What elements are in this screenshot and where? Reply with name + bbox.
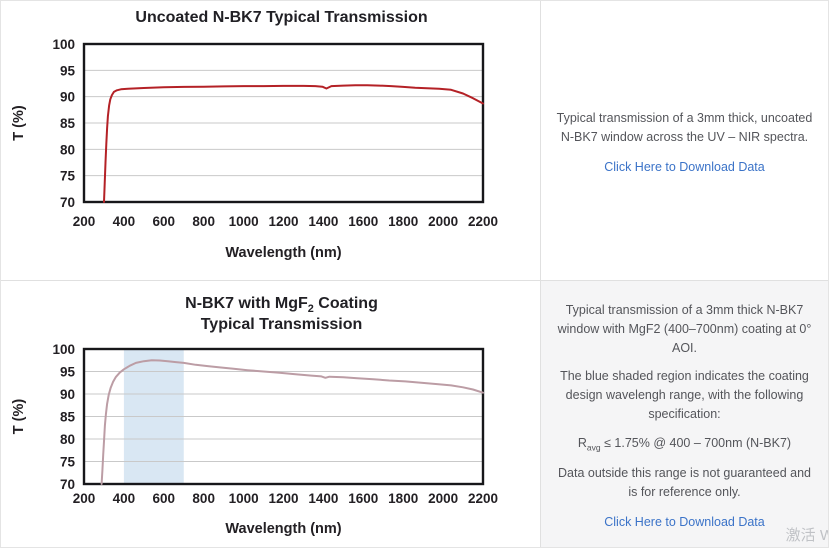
x-tick-label: 1200 xyxy=(268,214,298,229)
x-tick-label: 1600 xyxy=(348,491,378,506)
x-tick-label: 800 xyxy=(192,491,215,506)
x-tick-label: 200 xyxy=(73,214,96,229)
x-axis-title: Wavelength (nm) xyxy=(225,245,341,261)
y-tick-label: 100 xyxy=(52,342,75,357)
coating-spec-text: Ravg ≤ 1.75% @ 400 – 700nm (N-BK7) xyxy=(577,435,792,453)
x-tick-label: 1400 xyxy=(308,491,338,506)
x-tick-label: 2200 xyxy=(468,214,498,229)
x-tick-label: 400 xyxy=(113,491,136,506)
x-tick-label: 1000 xyxy=(229,214,259,229)
y-tick-label: 70 xyxy=(60,477,75,492)
uncoated-chart-panel: Uncoated N-BK7 Typical Transmission 70 75… xyxy=(1,1,541,281)
y-axis-title: T (%) xyxy=(11,105,27,141)
coated-chart-title-line2: Typical Transmission xyxy=(200,316,363,334)
x-tick-label: 200 xyxy=(73,491,96,506)
x-tick-label: 1400 xyxy=(308,214,338,229)
y-tick-label: 95 xyxy=(60,364,76,379)
y-tick-label: 70 xyxy=(60,195,75,210)
coated-description-text: Typical transmission of a 3mm thick N-BK… xyxy=(557,303,812,355)
uncoated-download-link[interactable]: Click Here to Download Data xyxy=(604,160,765,175)
x-tick-label: 2200 xyxy=(468,491,498,506)
plot-border xyxy=(82,42,485,204)
coated-transmission-chart: 70 75 80 85 90 95 100 200 400 600 800 1000 1200 1400 1… xyxy=(11,342,498,537)
x-tick-label: 1800 xyxy=(388,491,418,506)
y-tick-label: 90 xyxy=(60,90,75,105)
y-tick-label: 75 xyxy=(60,169,76,184)
y-tick-label: 95 xyxy=(60,63,76,78)
coated-chart-title: N-BK7 with MgF2 Coating Typical Transmis… xyxy=(23,295,540,335)
x-tick-label: 1600 xyxy=(348,214,378,229)
plot-border xyxy=(82,347,485,486)
x-tick-label: 2000 xyxy=(428,214,458,229)
x-tick-label: 600 xyxy=(153,491,176,506)
coated-chart-panel: N-BK7 with MgF2 Coating Typical Transmis… xyxy=(1,281,541,547)
x-tick-label: 1800 xyxy=(388,214,418,229)
x-tick-label: 600 xyxy=(153,214,176,229)
uncoated-description-panel: Typical transmission of a 3mm thick, unc… xyxy=(541,1,828,281)
transmission-curve xyxy=(100,359,484,485)
y-tick-label: 85 xyxy=(60,116,76,131)
y-tick-label: 90 xyxy=(60,387,75,402)
y-tick-label: 85 xyxy=(60,409,76,424)
y-tick-label: 75 xyxy=(60,454,76,469)
y-axis-title: T (%) xyxy=(11,399,27,435)
y-tick-label: 80 xyxy=(60,142,75,157)
x-tick-label: 1000 xyxy=(229,491,259,506)
coated-band-explanation-text: The blue shaded region indicates the coa… xyxy=(560,369,809,421)
coated-chart-title-line1: N-BK7 with MgF2 Coating xyxy=(185,295,378,316)
x-tick-label: 1200 xyxy=(268,491,298,506)
uncoated-chart-title: Uncoated N-BK7 Typical Transmission xyxy=(135,9,428,26)
y-tick-label: 80 xyxy=(60,432,75,447)
uncoated-transmission-chart: 70 75 80 85 90 95 100 200 400 600 800 1000 1200 1400 1… xyxy=(11,37,498,261)
x-axis-title: Wavelength (nm) xyxy=(225,521,341,537)
y-tick-label: 100 xyxy=(52,37,75,52)
uncoated-description-text: Typical transmission of a 3mm thick, unc… xyxy=(556,110,813,144)
x-tick-label: 800 xyxy=(192,214,215,229)
reference-disclaimer-text: Data outside this range is not guarantee… xyxy=(558,465,811,499)
coated-download-link[interactable]: Click Here to Download Data xyxy=(604,515,765,530)
x-tick-label: 2000 xyxy=(428,491,458,506)
transmission-curve xyxy=(103,84,484,203)
x-tick-label: 400 xyxy=(113,214,136,229)
coated-description-panel: Typical transmission of a 3mm thick N-BK… xyxy=(541,281,828,547)
